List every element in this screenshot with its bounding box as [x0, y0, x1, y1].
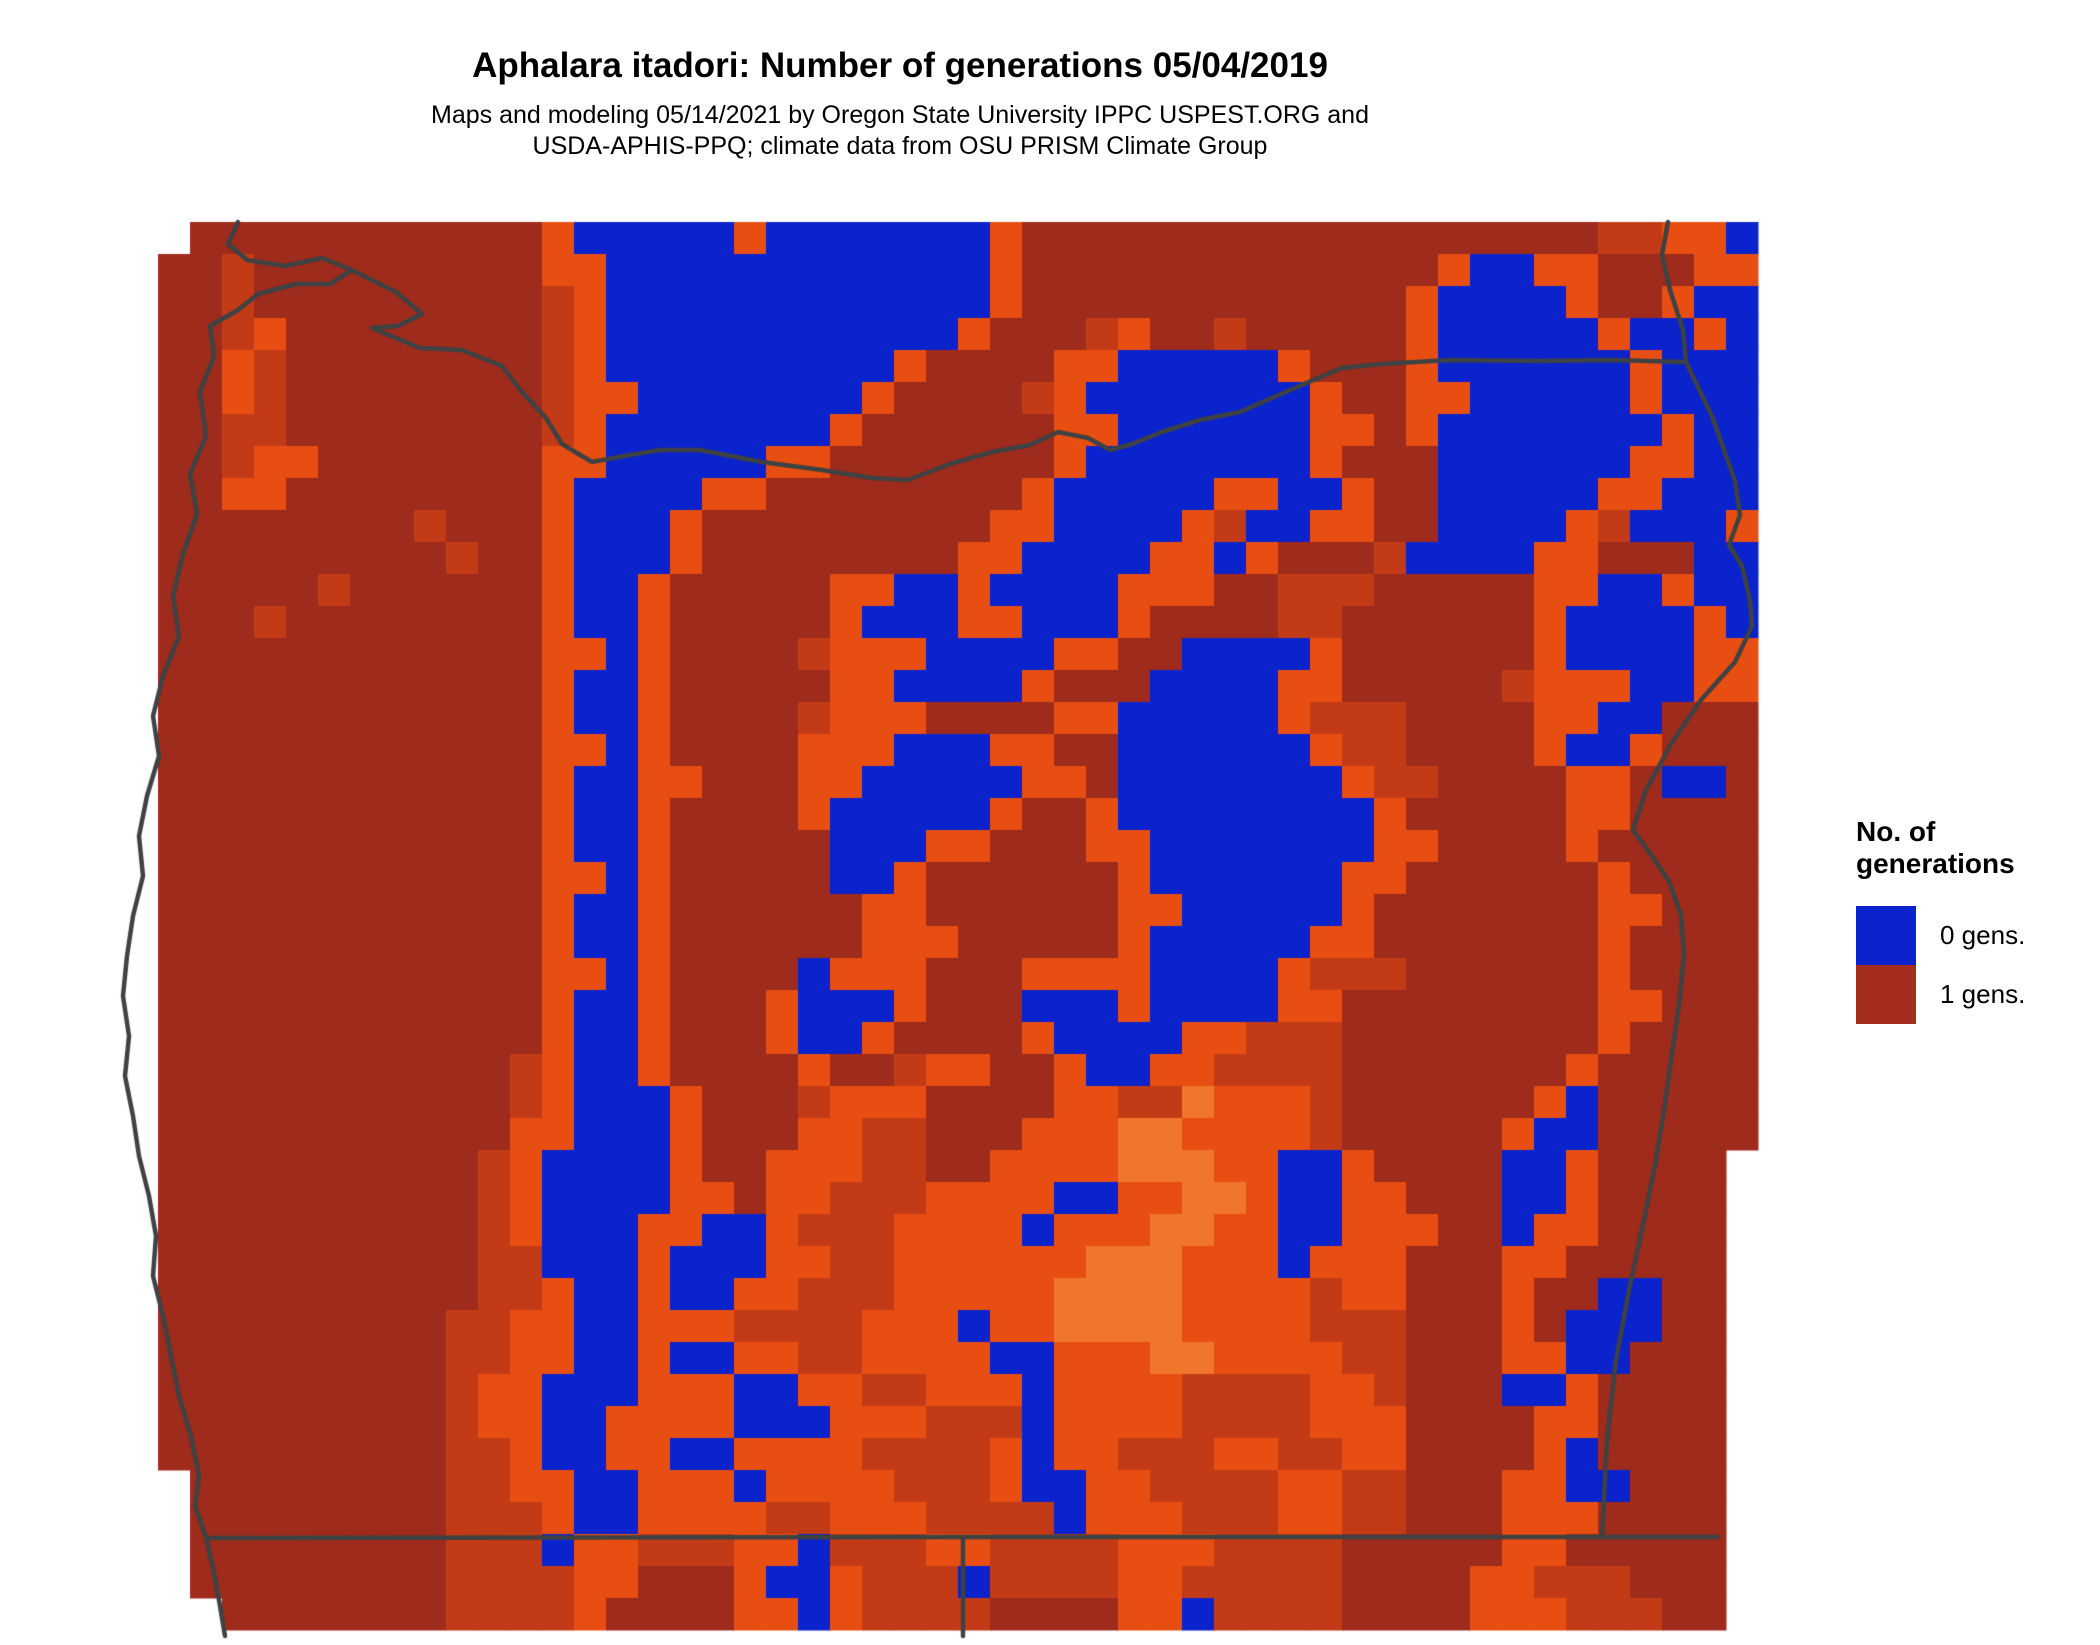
legend-item-0-gens: 0 gens.: [1856, 906, 2096, 965]
legend-swatch-1-gens: [1856, 965, 1916, 1024]
legend-items: 0 gens. 1 gens.: [1856, 906, 2096, 1024]
legend-swatch-0-gens: [1856, 906, 1916, 965]
legend-label-0-gens: 0 gens.: [1940, 920, 2026, 950]
legend: No. of generations 0 gens. 1 gens.: [1856, 816, 2096, 1024]
legend-label-1-gens: 1 gens.: [1940, 979, 2026, 1009]
legend-item-1-gens: 1 gens.: [1856, 965, 2096, 1024]
legend-title: No. of generations: [1856, 816, 2015, 879]
